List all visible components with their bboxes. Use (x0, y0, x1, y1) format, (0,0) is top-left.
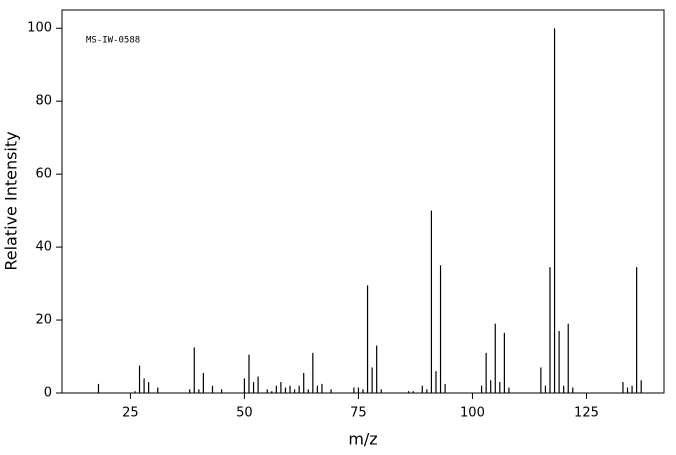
x-axis-label: m/z (348, 430, 377, 449)
y-tick-label: 40 (35, 240, 52, 255)
y-tick-label: 0 (44, 386, 52, 401)
x-tick-label: 75 (350, 406, 367, 421)
plot-frame (61, 9, 665, 394)
y-axis-label: Relative Intensity (2, 131, 21, 270)
x-tick-label: 100 (460, 406, 485, 421)
y-tick-label: 80 (35, 94, 52, 109)
x-tick-label: 25 (122, 406, 139, 421)
x-tick-label: 50 (236, 406, 253, 421)
x-tick-label: 125 (574, 406, 599, 421)
y-tick-label: 60 (35, 167, 52, 182)
annotation: MS-IW-0588 (86, 36, 140, 46)
y-tick-label: 100 (27, 21, 52, 36)
y-tick-label: 20 (35, 313, 52, 328)
